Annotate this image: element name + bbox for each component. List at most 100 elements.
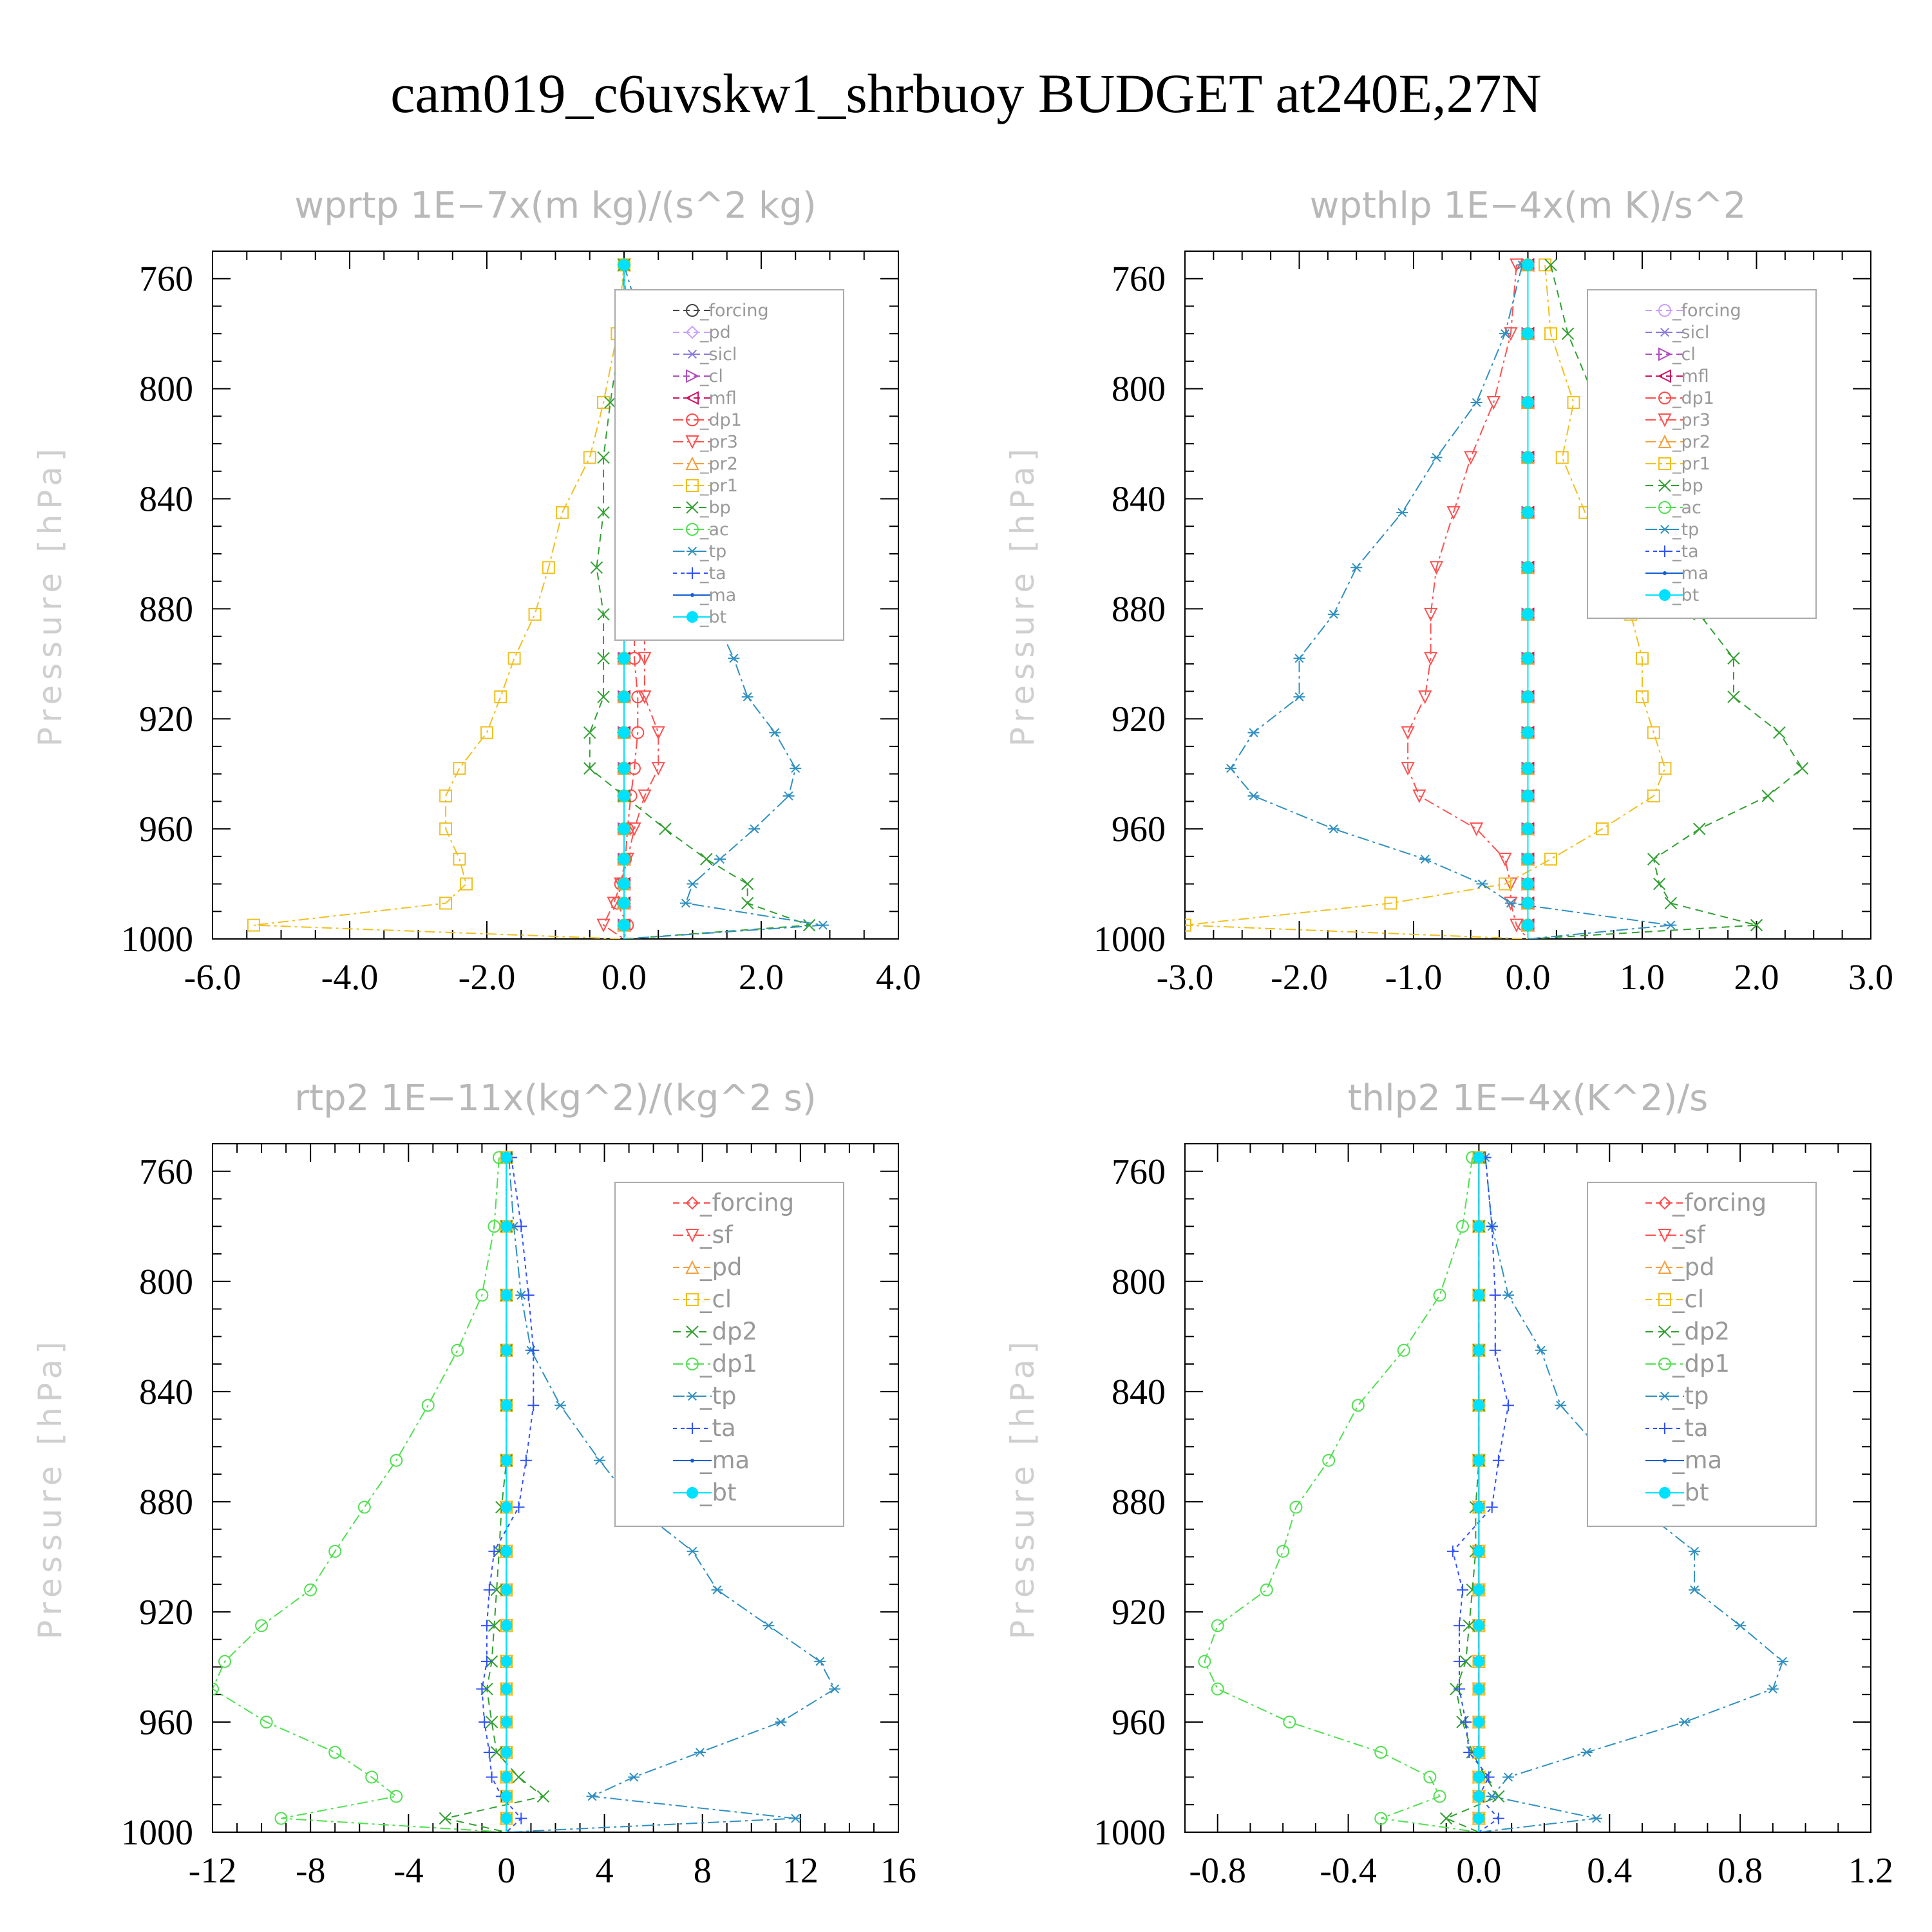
data-point: [1555, 451, 1569, 464]
data-point: [1418, 690, 1432, 705]
x-tick-label: 4: [596, 1851, 614, 1891]
data-point: [817, 920, 829, 930]
data-point: [1464, 451, 1478, 465]
data-point: [421, 1399, 435, 1412]
legend-marker: [687, 1391, 698, 1401]
data-point: [1750, 918, 1763, 932]
data-point: [1457, 1584, 1469, 1596]
data-point: [1327, 609, 1340, 619]
y-tick-label: 880: [139, 589, 193, 629]
data-point: [1498, 853, 1512, 867]
data-point: [769, 728, 781, 737]
data-point: [1225, 764, 1236, 773]
data-point: [439, 789, 453, 802]
data-point: [1727, 652, 1740, 665]
legend-marker: [1658, 1260, 1672, 1274]
data-point: [1470, 397, 1482, 407]
data-point: [488, 1619, 501, 1633]
legend-label: _pd: [699, 323, 731, 343]
y-tick-label: 960: [139, 1703, 193, 1743]
data-point: [500, 1771, 513, 1783]
x-tick-label: 2.0: [739, 958, 784, 998]
data-point: [618, 691, 630, 703]
data-point: [1522, 608, 1534, 620]
x-tick-label: -2.0: [1271, 958, 1328, 998]
data-point: [500, 1399, 513, 1412]
legend-marker: [687, 1423, 698, 1434]
data-point: [1544, 853, 1557, 866]
data-point: [618, 790, 630, 802]
chart-panel: 760 800 840 880 920 960 1000-3.0 -2.0 -1.0 0.0 1.0…: [1004, 185, 1893, 998]
data-point: [1473, 1812, 1485, 1824]
series-group: [1185, 258, 1809, 939]
data-point: [597, 506, 610, 519]
panel-title: thlp2 1E−4x(K^2)/s: [1348, 1077, 1709, 1119]
data-point: [365, 1770, 379, 1784]
data-point: [741, 877, 754, 891]
data-point: [1293, 654, 1305, 663]
series-group: [1198, 1150, 1789, 1832]
x-tick-label: 2.0: [1734, 958, 1779, 998]
data-point: [483, 1747, 495, 1758]
x-tick-label: -3.0: [1157, 958, 1214, 998]
data-point: [1397, 1343, 1410, 1357]
data-point: [439, 896, 453, 910]
data-point: [1374, 1812, 1388, 1825]
data-point: [1473, 1683, 1485, 1695]
x-tick-label: 0.0: [1456, 1851, 1501, 1891]
data-point: [1689, 1585, 1701, 1595]
legend-marker: [1658, 1358, 1671, 1370]
y-tick-label: 840: [139, 1372, 193, 1412]
data-point: [1351, 1399, 1365, 1412]
legend-marker: [687, 611, 698, 623]
y-tick-label: 760: [1112, 260, 1166, 299]
legend-marker: [685, 1260, 699, 1274]
data-point: [618, 762, 630, 775]
legend-marker: [1658, 1196, 1672, 1210]
legend-marker: [1658, 457, 1671, 470]
data-point: [1522, 790, 1534, 802]
data-point: [488, 1220, 501, 1233]
legend-box: [614, 289, 844, 641]
legend-label: _dp2: [699, 1318, 757, 1345]
data-point: [618, 897, 630, 909]
legend-label: _ma: [1672, 1446, 1722, 1474]
data-point: [488, 1545, 500, 1557]
data-point: [1446, 1545, 1459, 1557]
data-point: [631, 726, 645, 739]
data-point: [741, 692, 753, 702]
data-point: [1489, 1344, 1501, 1356]
data-point: [1424, 607, 1438, 622]
y-tick-label: 1000: [1094, 920, 1166, 960]
x-tick-label: 0.0: [601, 958, 647, 998]
series-group: [213, 1150, 841, 1832]
data-point: [1412, 789, 1426, 804]
data-point: [711, 1585, 723, 1595]
legend-marker: [687, 567, 698, 579]
legend-label: _ta: [1672, 1414, 1709, 1442]
x-tick-label: 0.0: [1506, 958, 1551, 998]
legend-marker: [1658, 347, 1672, 361]
data-point: [512, 1770, 526, 1784]
legend-label: _mfl: [1672, 366, 1709, 386]
data-point: [1522, 451, 1534, 464]
legend-marker: [686, 369, 700, 383]
legend-label: _dp1: [1672, 388, 1714, 408]
data-point: [1433, 1289, 1446, 1302]
data-point: [1693, 822, 1706, 835]
data-point: [603, 396, 617, 409]
data-point: [1430, 453, 1443, 462]
data-point: [814, 1656, 826, 1666]
data-point: [618, 726, 630, 739]
legend-label: _pr1: [1672, 454, 1710, 474]
legend-marker: [686, 1325, 699, 1338]
data-point: [1502, 1399, 1515, 1412]
data-point: [1454, 1655, 1465, 1667]
x-tick-label: 0: [497, 1851, 515, 1891]
data-point: [500, 1501, 513, 1513]
data-point: [1460, 1716, 1472, 1728]
data-point: [597, 451, 610, 464]
data-point: [490, 1746, 503, 1759]
legend-label: _pd: [1672, 1253, 1714, 1281]
chart-panel: 760 800 840 880 920 960 1000-6.0 -4.0 -2.0 0.0 2.0…: [32, 185, 921, 998]
